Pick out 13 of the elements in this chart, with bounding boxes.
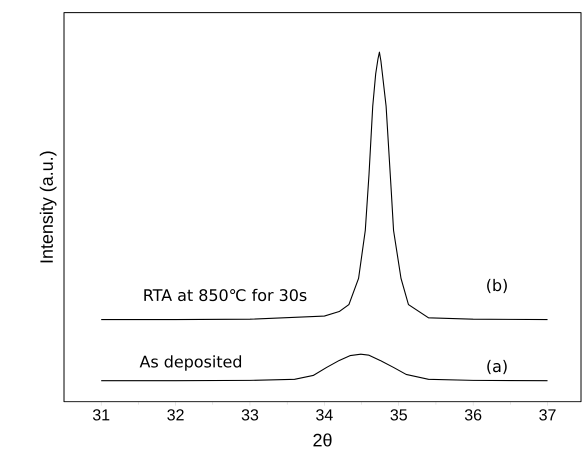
annotation: RTA at 850℃ for 30s: [144, 288, 306, 302]
annotation: As deposited: [140, 355, 242, 371]
y-axis-title: Intensity (a.u.): [40, 152, 56, 262]
x-tick-label: 31: [92, 409, 110, 420]
annotation: (a): [487, 360, 507, 374]
x-tick-label: 34: [316, 409, 333, 420]
x-tick-label: 32: [167, 409, 184, 420]
x-tick-label: 36: [464, 409, 482, 420]
x-tick-label: 35: [390, 409, 407, 420]
annotation: (b): [487, 278, 507, 294]
x-tick-label: 33: [242, 409, 258, 420]
x-axis-title: 2θ: [313, 433, 332, 446]
x-tick-label: 37: [539, 409, 556, 420]
